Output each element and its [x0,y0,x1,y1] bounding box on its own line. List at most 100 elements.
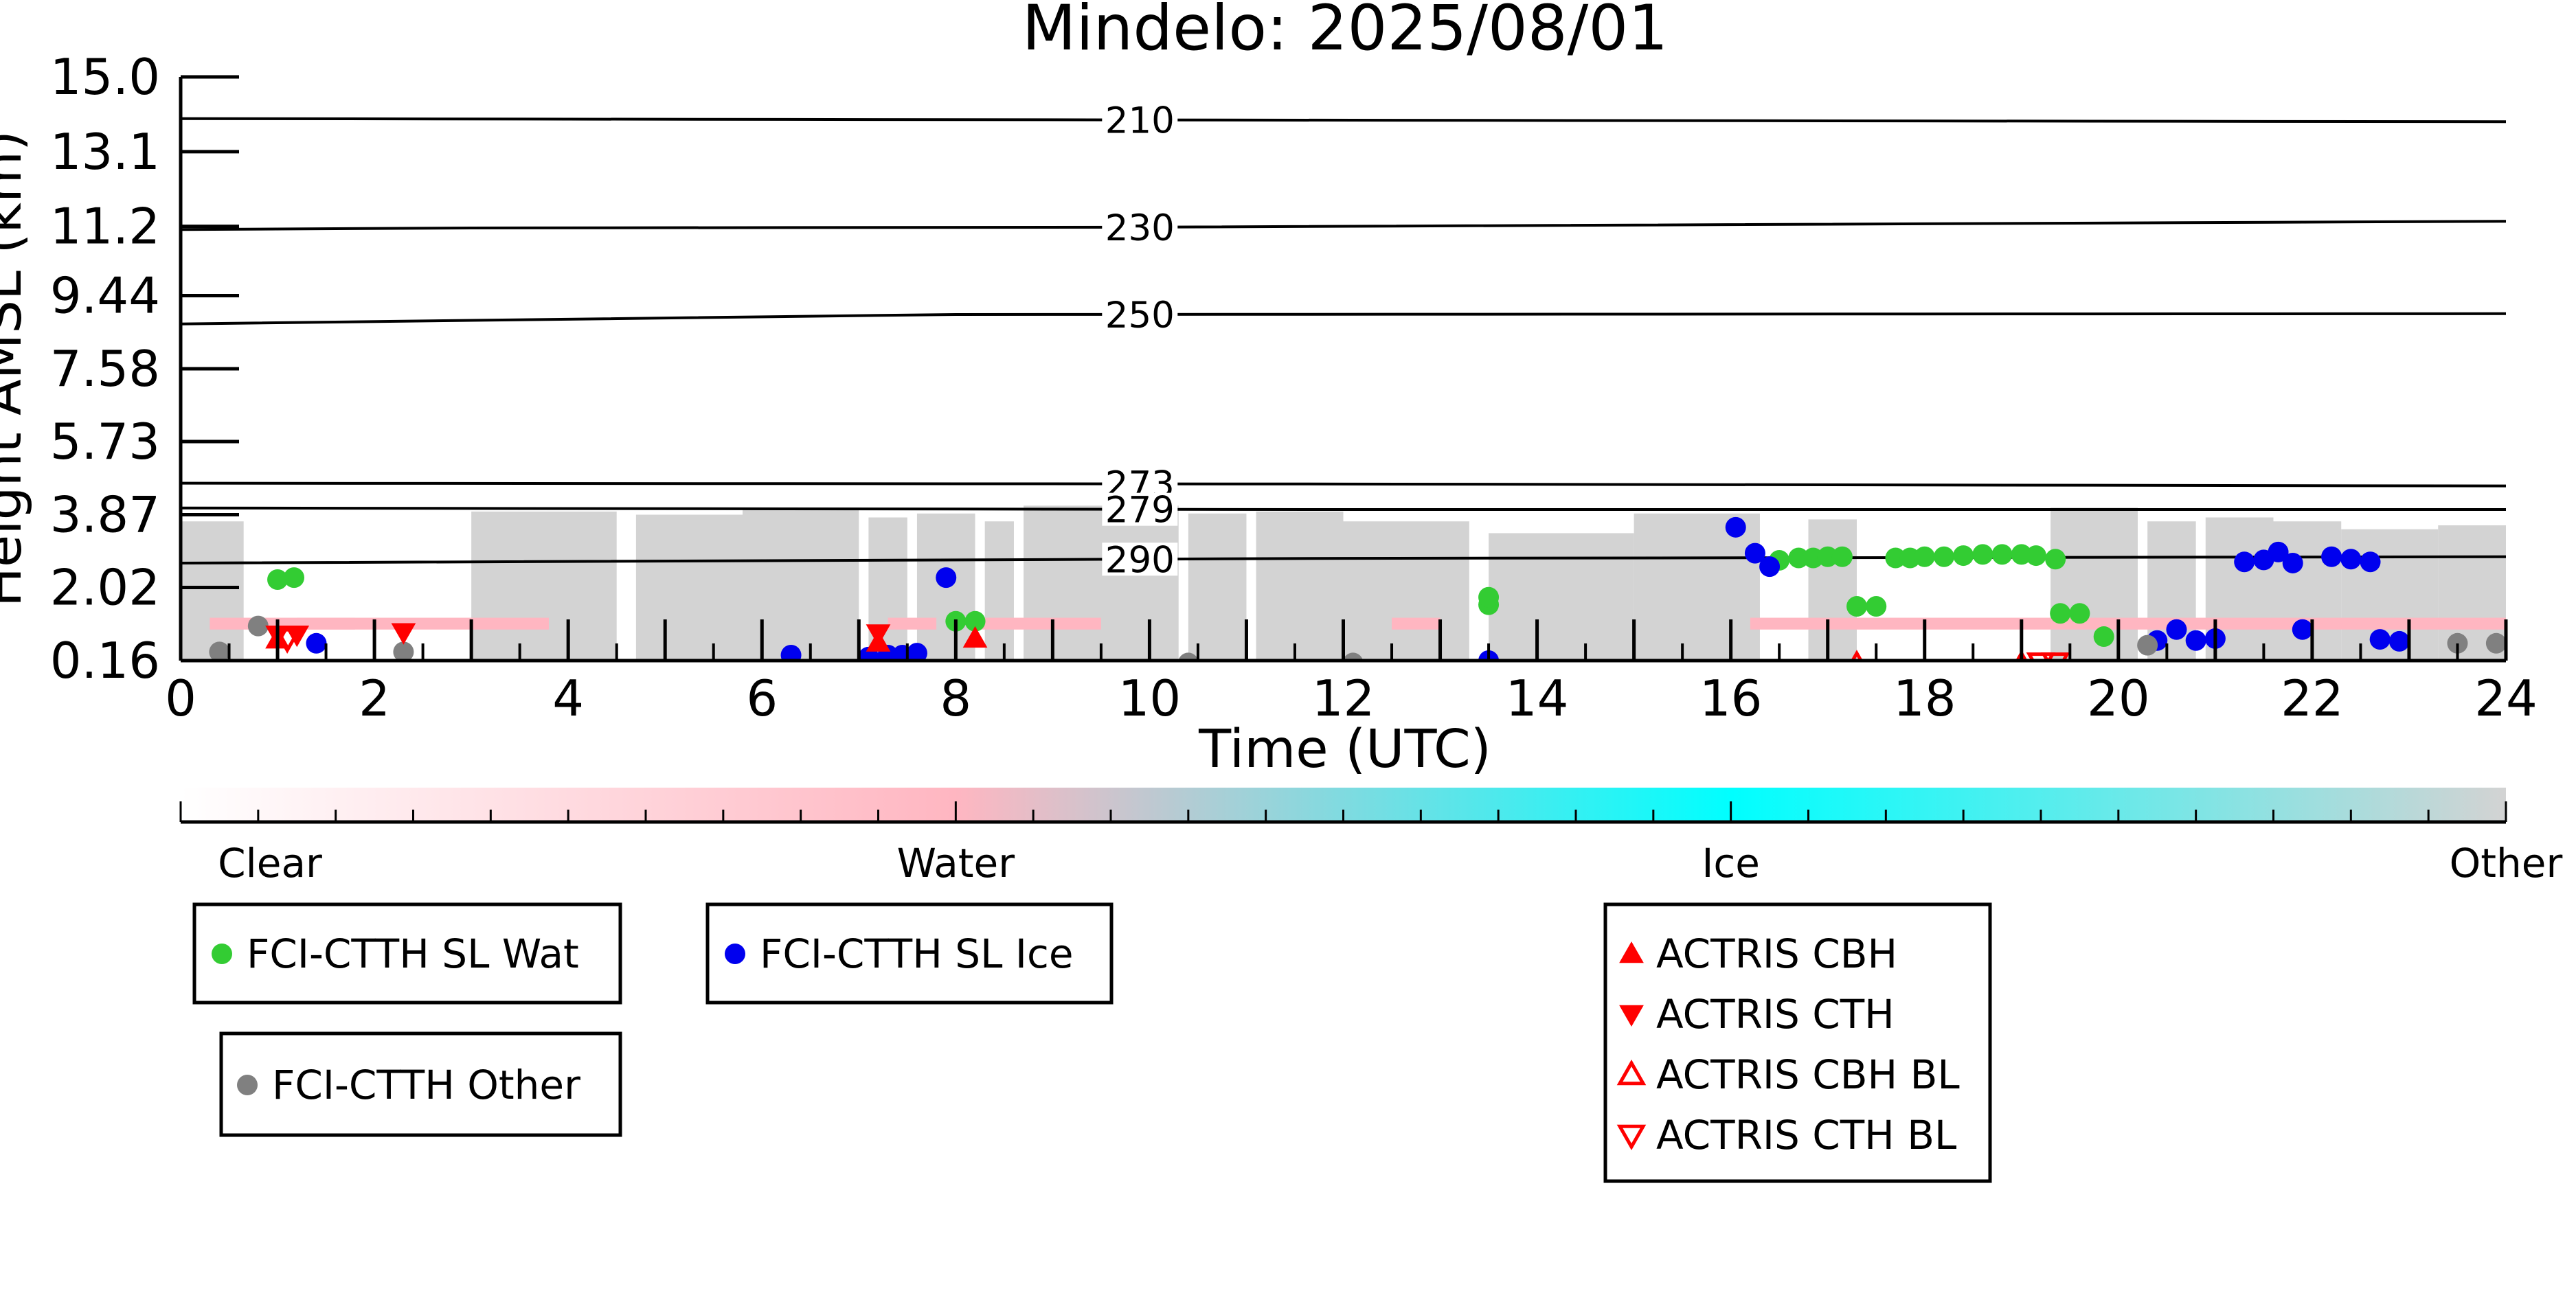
cloud-curtain-9 [1256,511,1344,661]
x-tick-label-4: 8 [940,670,971,727]
marker-s0-p12 [1866,595,1887,617]
isotherm-label-bg-279 [1102,492,1178,526]
marker-s0-p13 [1885,547,1906,569]
isotherm-label-bg-250 [1102,297,1178,331]
x-axis-label: Time (UTC) [1198,719,1491,780]
isotherm-210 [180,117,2507,124]
y-tick-label-4: 7.58 [50,340,160,398]
marker-s1-p12 [2166,619,2187,640]
phase-colorbar: Clear Water Ice Other [179,788,2563,887]
x-tick-label-7: 14 [1506,670,1569,727]
x-tick-label-2: 4 [552,670,584,727]
marker-s0-p22 [2045,549,2066,570]
cloud-curtain-8 [1188,513,1247,661]
cloud-curtain-10 [1343,521,1469,661]
isotherm-label-bg-230 [1102,210,1178,244]
marker-s2-p0 [209,641,230,661]
legend-label-3-3: ACTRIS CTH BL [1656,1112,1956,1158]
legend-box-0 [192,902,622,1005]
cloud-curtain-17 [2273,521,2342,661]
cloud-curtain-11 [1489,533,1634,661]
water-layer-5 [1750,617,2506,630]
x-tick-label-12: 24 [2474,670,2538,727]
legend-marker-1-0 [725,944,745,964]
x-tick-label-11: 22 [2281,670,2344,727]
cloud-curtain-7 [1024,505,1179,661]
legend-label-0-0: FCI-CTTH SL Wat [247,930,579,977]
legend-label-2-0: FCI-CTTH Other [272,1062,580,1108]
legend-box-1 [705,902,1114,1005]
marker-s1-p19 [2292,619,2313,640]
marker-s2-p6 [2447,632,2468,654]
cloud-curtain-0 [181,521,244,661]
marker-s2-p4 [1343,652,1364,661]
water-layer-1 [297,617,355,630]
marker-s0-p21 [2025,545,2046,567]
legend-box-2 [219,1031,622,1137]
marker-s0-p11 [1846,595,1868,617]
legend-marker-0-0 [212,944,232,964]
marker-s1-p18 [2282,552,2303,573]
x-tick-label-1: 2 [359,670,390,727]
y-tick-label-5: 9.44 [50,266,160,324]
y-tick-label-3: 5.73 [50,413,160,470]
isotherm-230 [180,220,2507,231]
marker-s0-p7 [1788,547,1809,569]
colorbar-label-clear: Clear [218,840,322,887]
isotherm-290 [180,555,2507,564]
cloud-curtain-12 [1634,513,1760,661]
marker-s0-p19 [1991,544,2013,565]
marker-s2-p1 [247,615,269,637]
cloud-curtain-13 [1808,519,1857,661]
isotherm-label-bg-210 [1102,103,1178,137]
legend-marker-3-3 [1616,1124,1647,1151]
y-tick-label-6: 11.2 [50,198,160,255]
marker-s0-p16 [1933,546,1954,567]
marker-s4-p2 [391,623,416,645]
colorbar-label-other: Other [2450,840,2563,887]
legend-box-3 [1603,902,1992,1183]
marker-s1-p9 [1744,542,1765,564]
legend-label-3-0: ACTRIS CBH [1656,930,1897,977]
legend-marker-3-0 [1619,941,1644,963]
isotherm-label-210: 210 [1105,100,1175,142]
marker-s1-p22 [2360,551,2381,573]
marker-s0-p1 [284,567,305,589]
x-tick-label-8: 16 [1699,670,1763,727]
isotherm-label-279: 279 [1105,490,1175,532]
marker-s0-p3 [964,610,986,632]
isotherm-250 [180,312,2507,325]
cloud-curtain-2 [635,514,743,661]
marker-s1-p6 [936,567,957,589]
water-layer-4 [1392,617,1440,630]
x-tick-label-3: 6 [746,670,778,727]
legend-marker-2-0 [237,1075,258,1095]
isotherm-label-230: 230 [1105,207,1175,249]
isotherm-label-250: 250 [1105,295,1175,336]
axes [179,75,2508,663]
marker-s1-p15 [2234,551,2255,573]
marker-s0-p15 [1914,546,1935,567]
x-tick-label-10: 20 [2087,670,2150,727]
marker-s2-p2 [393,641,414,661]
marker-s0-p23 [2050,603,2071,624]
marker-s1-p24 [2388,630,2410,652]
x-tick-label-5: 10 [1118,670,1182,727]
y-tick-label-0: 0.16 [50,632,160,689]
data-markers [209,516,2506,661]
colorbar-label-ice: Ice [1702,840,1760,887]
y-tick-label-1: 2.02 [50,558,160,616]
cloud-curtain-6 [984,521,1014,661]
legend-label-3-2: ACTRIS CBH BL [1656,1051,1960,1098]
legend-label-3-1: ACTRIS CTH [1656,991,1895,1038]
marker-s3-p2 [962,626,988,648]
marker-s0-p18 [1972,544,1993,565]
tick-labels: 0 2 4 6 8 10 12 14 16 18 20 22 240.162.023.875.737.5… [50,48,2538,727]
isotherm-label-290: 290 [1105,539,1175,581]
legend-marker-3-2 [1616,1059,1647,1086]
marker-s1-p10 [1759,556,1781,578]
marker-s2-p7 [2485,632,2506,654]
marker-s1-p1 [780,644,802,661]
